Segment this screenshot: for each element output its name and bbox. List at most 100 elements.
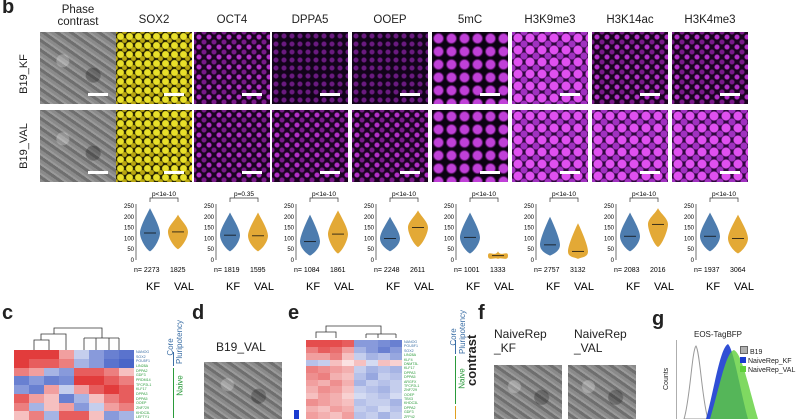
heatmap-cell: [330, 379, 342, 387]
heatmap-cell: [59, 358, 74, 368]
heatmap-cell: [104, 385, 119, 394]
heatmap-cell: [74, 367, 89, 377]
gene-label: DPPA2: [136, 368, 148, 373]
y-tick-label: 0: [291, 258, 295, 264]
gene-label: KLF4: [404, 357, 413, 362]
y-tick-label: 50: [687, 247, 694, 253]
panel-d-title: B19_VAL: [216, 340, 266, 354]
y-tick-label: 150: [364, 226, 375, 232]
column-header-5: 5mC: [457, 14, 483, 26]
violin-kf: [300, 214, 320, 256]
heatmap-cell: [342, 346, 354, 354]
heatmap-cell: [366, 399, 378, 406]
heatmap-cell: [44, 402, 59, 412]
heatmap-cell: [74, 385, 89, 394]
panel-e-dendrogram: [315, 325, 397, 338]
heatmap-cell: [330, 412, 342, 419]
y-tick-label: 50: [287, 247, 294, 253]
heatmap-cell: [354, 359, 366, 367]
heatmap-cell: [74, 376, 89, 385]
gene-label: GDF3: [136, 373, 146, 378]
scale-bar: [480, 93, 500, 96]
micrograph-val-1: [116, 110, 192, 182]
heatmap-cell: [44, 376, 59, 385]
gene-label: DPPA3: [136, 392, 148, 396]
heatmap-cell: [89, 367, 104, 377]
heatmap-cell: [89, 402, 104, 412]
gene-label: ZNF729: [404, 388, 417, 393]
n-val: 1861: [330, 267, 346, 274]
column-header-0: Phase contrast: [57, 4, 99, 28]
p-value: p<1e-10: [472, 191, 496, 198]
heatmap-cell: [306, 405, 318, 413]
heatmap-cell: [104, 393, 119, 403]
x-label-kf: KF: [706, 281, 720, 293]
violin-plot-1: 250 200 150 100 50 0 p=0.35 n= 1819 1595 KF VAL: [204, 191, 274, 293]
heatmap-cell: [44, 385, 59, 394]
heatmap-cell: [29, 402, 44, 412]
panel-c-group-naive: Naive: [175, 375, 185, 396]
significance-bracket: [149, 197, 179, 202]
n-val: 1333: [490, 267, 506, 274]
heatmap-cell: [29, 393, 44, 403]
x-label-val: VAL: [334, 281, 354, 293]
heatmap-cell: [89, 411, 104, 420]
heatmap-cell: [390, 392, 402, 400]
violin-kf: [700, 212, 720, 252]
panel-f-col1: NaiveRep _KF: [494, 327, 547, 355]
heatmap-cell: [378, 359, 390, 367]
micrograph-kf-8: [672, 32, 748, 104]
y-tick-label: 200: [364, 215, 375, 221]
gene-label: KLF17: [404, 366, 415, 371]
y-tick-label: 200: [204, 215, 215, 221]
heatmap-cell: [14, 358, 29, 368]
panel-label-b: b: [2, 0, 15, 18]
x-label-kf: KF: [226, 281, 240, 293]
y-tick-label: 100: [204, 236, 215, 242]
y-tick-label: 100: [524, 236, 535, 242]
heatmap-cell: [14, 402, 29, 412]
x-label-val: VAL: [734, 281, 754, 293]
heatmap-cell: [378, 379, 390, 387]
y-tick-label: 50: [367, 247, 374, 253]
heatmap-cell: [59, 367, 74, 377]
y-tick-label: 250: [284, 204, 295, 210]
y-tick-label: 100: [444, 236, 455, 242]
heatmap-cell: [354, 340, 366, 347]
gene-label: DPPA5: [404, 375, 416, 380]
y-tick-label: 100: [684, 236, 695, 242]
panel-g-ylabel: Counts: [663, 367, 670, 390]
n-val: 1825: [170, 267, 186, 274]
y-tick-label: 0: [531, 258, 535, 264]
violin-plot-6: 250 200 150 100 50 0 p<1e-10 n= 2083 2016 KF VAL: [604, 191, 674, 293]
heatmap-cell: [378, 405, 390, 413]
scale-bar: [720, 171, 740, 174]
p-value: p<1e-10: [712, 191, 736, 198]
heatmap-cell: [29, 350, 44, 359]
heatmap-cell: [74, 350, 89, 359]
panel-e-heatmap: [306, 340, 402, 419]
y-tick-label: 150: [124, 226, 135, 232]
p-value: p<1e-10: [312, 191, 336, 198]
micrograph-kf-6: [512, 32, 588, 104]
scale-bar: [560, 93, 580, 96]
heatmap-cell: [59, 393, 74, 403]
heatmap-cell: [44, 393, 59, 403]
heatmap-cell: [378, 372, 390, 380]
panel-label-g: g: [652, 308, 665, 330]
heatmap-cell: [354, 412, 366, 419]
scale-bar: [320, 93, 340, 96]
heatmap-cell: [14, 376, 29, 385]
y-tick-label: 0: [371, 258, 375, 264]
column-header-3: DPPA5: [291, 14, 329, 26]
heatmap-cell: [354, 372, 366, 380]
heatmap-cell: [330, 372, 342, 380]
heatmap-cell: [306, 366, 318, 373]
heatmap-cell: [330, 366, 342, 373]
heatmap-cell: [318, 353, 330, 360]
scale-bar: [480, 171, 500, 174]
column-header-1: SOX2: [138, 14, 170, 26]
heatmap-cell: [14, 393, 29, 403]
hist-b19: [683, 345, 709, 419]
legend-item-kf: NaiveRep_KF: [740, 357, 795, 366]
